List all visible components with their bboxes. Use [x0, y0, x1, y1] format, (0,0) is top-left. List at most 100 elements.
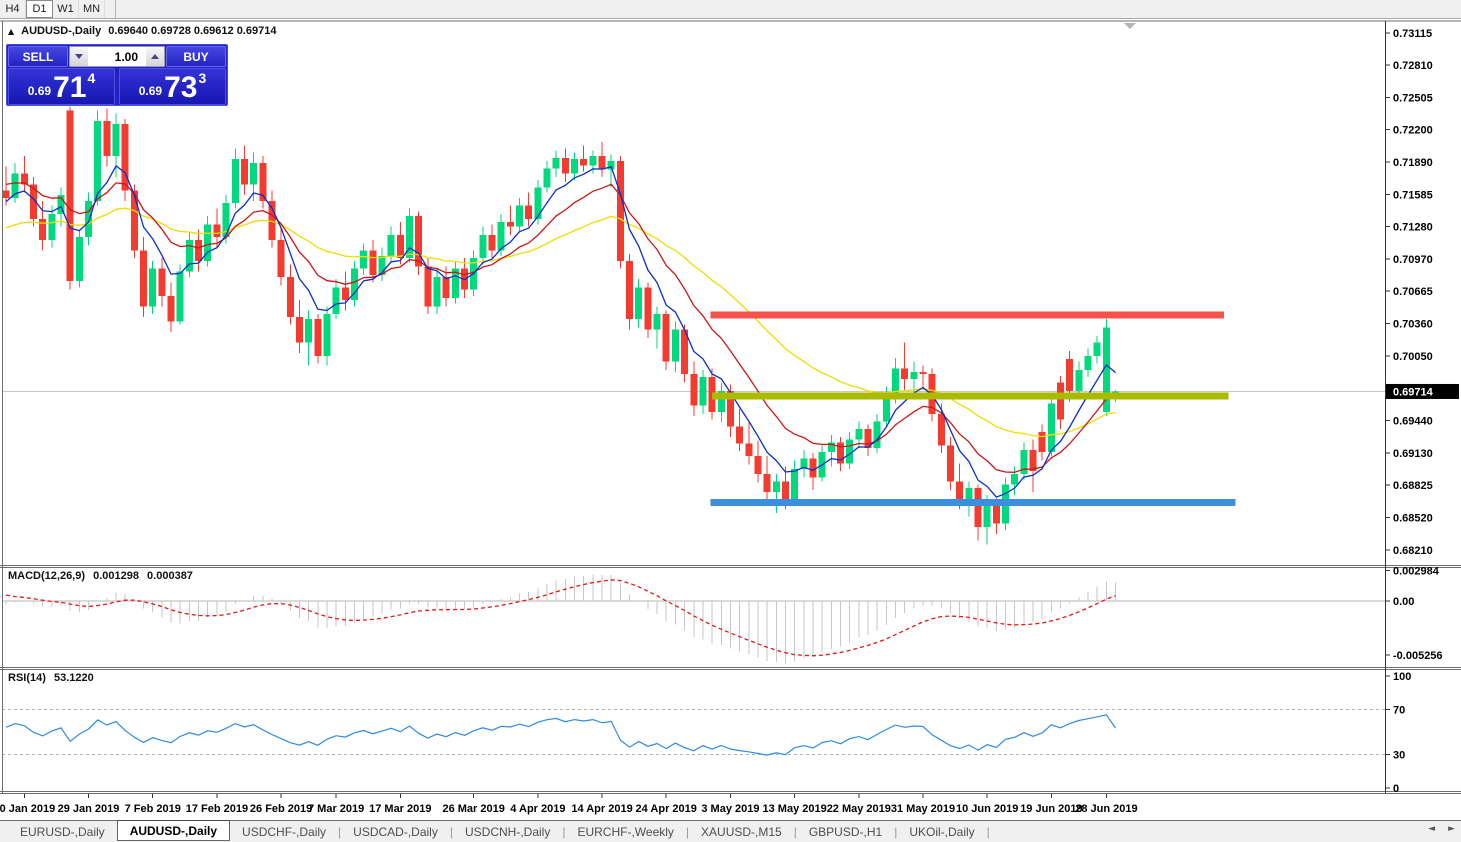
svg-text:7 Feb 2019: 7 Feb 2019	[125, 803, 181, 815]
support-line	[710, 499, 1236, 507]
buy-button[interactable]: BUY	[166, 46, 226, 67]
svg-text:7 Mar 2019: 7 Mar 2019	[308, 803, 364, 815]
tab-separator: |	[562, 824, 566, 839]
svg-text:14 Apr 2019: 14 Apr 2019	[571, 803, 632, 815]
tab-scroll-left-icon[interactable]: ◄	[1428, 824, 1436, 834]
svg-text:0.72200: 0.72200	[1393, 124, 1433, 136]
symbol-tabs: EURUSD-,Daily AUDUSD-,Daily USDCHF-,Daily |…	[8, 820, 990, 841]
timeframe-toolbar: H4 D1 W1 MN	[0, 0, 1461, 19]
buy-price-sup: 3	[198, 70, 207, 86]
macd-axis: 0.002984 0.00 -0.005256	[1386, 565, 1443, 662]
buy-price-display[interactable]: 0.69 73 3	[119, 68, 226, 105]
macd-indicator-name: MACD(12,26,9)	[8, 570, 86, 582]
tab-usdchf-daily[interactable]: USDCHF-,Daily	[242, 824, 327, 839]
chart-ohlc-values: 0.69640 0.69728 0.69612 0.69714	[108, 25, 277, 37]
one-click-trading-panel: SELL 1.00 BUY 0.69 71 4 0.69 73 3	[6, 44, 228, 106]
rsi-indicator-name: RSI(14)	[8, 672, 46, 684]
svg-text:0.68210: 0.68210	[1393, 545, 1433, 557]
rsi-value: 53.1220	[53, 672, 94, 684]
svg-text:0.71890: 0.71890	[1393, 157, 1433, 169]
tab-ukoil-daily[interactable]: UKOil-,Daily	[909, 824, 975, 839]
current-price-box	[1386, 383, 1459, 399]
timeframe-button-d1[interactable]: D1	[26, 0, 53, 18]
svg-text:17 Feb 2019: 17 Feb 2019	[186, 803, 248, 815]
macd-pane-label: MACD(12,26,9) 0.001298 0.000387	[8, 570, 198, 582]
sell-price-prefix: 0.69	[27, 84, 52, 98]
tab-separator: |	[986, 824, 990, 839]
timeframe-button-w1[interactable]: W1	[53, 0, 79, 18]
svg-text:29 Jan 2019: 29 Jan 2019	[58, 803, 120, 815]
svg-text:0.69440: 0.69440	[1393, 415, 1433, 427]
svg-text:28 Jun 2019: 28 Jun 2019	[1075, 803, 1137, 815]
pivot-line	[712, 392, 1229, 400]
svg-text:19 Jun 2019: 19 Jun 2019	[1020, 803, 1082, 815]
svg-text:31 May 2019: 31 May 2019	[891, 803, 955, 815]
price-axis: 0.73115 0.72810 0.72505 0.72200 0.71890 0.715…	[1386, 28, 1459, 557]
svg-text:0.70360: 0.70360	[1393, 318, 1433, 330]
rsi-line	[5, 714, 1117, 756]
svg-text:17 Mar 2019: 17 Mar 2019	[369, 803, 431, 815]
buy-price-prefix: 0.69	[138, 84, 163, 98]
sell-price-display[interactable]: 0.69 71 4	[8, 68, 115, 105]
tab-usdcnh-daily[interactable]: USDCNH-,Daily	[464, 824, 551, 839]
chart-title: ▲ AUDUSD-,Daily 0.69640 0.69728 0.69612 …	[8, 25, 276, 37]
svg-text:26 Feb 2019: 26 Feb 2019	[250, 803, 312, 815]
macd-histogram	[5, 574, 1117, 664]
svg-text:0: 0	[1393, 783, 1399, 795]
svg-text:0.70050: 0.70050	[1393, 351, 1433, 363]
tab-separator: |	[793, 824, 797, 839]
svg-text:4 Apr 2019: 4 Apr 2019	[510, 803, 565, 815]
svg-text:3 May 2019: 3 May 2019	[701, 803, 759, 815]
tab-gbpusd-h1[interactable]: GBPUSD-,H1	[808, 824, 883, 839]
svg-text:0.72810: 0.72810	[1393, 60, 1433, 72]
timeframe-button-mn[interactable]: MN	[79, 0, 105, 18]
chart-shift-marker-icon[interactable]	[1124, 23, 1136, 29]
volume-increase-button[interactable]	[146, 47, 164, 66]
tab-separator: |	[894, 824, 898, 839]
sell-button[interactable]: SELL	[8, 46, 68, 67]
rsi-pane-label: RSI(14) 53.1220	[8, 672, 99, 684]
svg-text:20 Jan 2019: 20 Jan 2019	[0, 803, 55, 815]
svg-text:0.71585: 0.71585	[1393, 189, 1433, 201]
timeframe-button-h4[interactable]: H4	[0, 0, 26, 18]
svg-text:0.70665: 0.70665	[1393, 286, 1433, 298]
tab-separator: |	[685, 824, 690, 839]
macd-main-value: 0.001298	[93, 570, 139, 582]
collapse-panel-icon[interactable]: ▲	[8, 26, 15, 36]
svg-text:0.69130: 0.69130	[1393, 448, 1433, 460]
tab-separator: |	[338, 824, 342, 839]
sell-price-big: 71	[53, 71, 87, 104]
symbol-tab-bar: EURUSD-,Daily AUDUSD-,Daily USDCHF-,Daily |…	[0, 820, 1461, 842]
chart-symbol-label: AUDUSD-,Daily	[21, 25, 102, 37]
tab-eurchf-weekly[interactable]: EURCHF-,Weekly	[577, 824, 674, 839]
svg-text:30: 30	[1393, 749, 1405, 761]
sell-price-sup: 4	[87, 70, 96, 86]
svg-text:0.71280: 0.71280	[1393, 221, 1433, 233]
tab-usdcad-daily[interactable]: USDCAD-,Daily	[353, 824, 438, 839]
volume-value[interactable]: 1.00	[88, 47, 146, 66]
ma-mid-line	[5, 182, 1116, 473]
arrow-down-icon	[75, 54, 83, 59]
tab-audusd-daily[interactable]: AUDUSD-,Daily	[116, 820, 231, 841]
buy-price-big: 73	[164, 71, 198, 104]
svg-text:0.72505: 0.72505	[1393, 92, 1433, 104]
volume-decrease-button[interactable]	[70, 47, 88, 66]
rsi-axis: 100 70 30 0	[1386, 671, 1411, 795]
svg-text:0.70970: 0.70970	[1393, 254, 1433, 266]
toolbar-separator	[115, 0, 116, 18]
tab-scroll-right-icon[interactable]: ►	[1448, 824, 1455, 834]
svg-text:0.68520: 0.68520	[1393, 512, 1433, 524]
svg-text:100: 100	[1393, 671, 1411, 683]
svg-text:0.002984: 0.002984	[1393, 565, 1440, 577]
volume-stepper: 1.00	[69, 46, 165, 67]
macd-signal-value: 0.000387	[147, 570, 193, 582]
current-price-label: 0.69714	[1393, 386, 1434, 398]
tab-scroll-arrows: ◄ ►	[1428, 824, 1455, 834]
arrow-up-icon	[151, 54, 159, 59]
tab-eurusd-daily[interactable]: EURUSD-,Daily	[20, 824, 105, 839]
tab-xauusd-m15[interactable]: XAUUSD-,M15	[701, 824, 782, 839]
svg-text:-0.005256: -0.005256	[1393, 650, 1443, 662]
